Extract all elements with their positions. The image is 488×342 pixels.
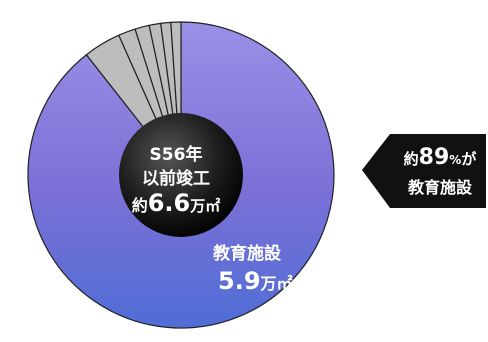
center-hole [119,113,243,237]
center-label-line2: 以前竣工 [142,168,210,189]
center-total-value: 約6.6万㎡ [132,189,221,217]
slice-value-number: 5.9 [218,267,261,295]
callout-line1: 約89%が [404,145,478,170]
slice-value-unit: 万㎡ [260,274,293,293]
callout-badge [362,134,486,208]
center-total-number: 6.6 [148,189,191,217]
callout-percent: 89 [419,145,450,170]
center-total-unit: 万㎡ [189,197,220,215]
slice-value-education: 5.9万㎡ [218,267,293,295]
center-label-line1: S56年 [150,144,203,165]
callout-prefix: 約 [404,150,419,168]
callout-suffix: が [461,150,477,168]
center-total-prefix: 約 [132,196,148,215]
callout-line2: 教育施設 [408,178,473,197]
slice-label-education: 教育施設 [212,243,282,264]
callout-percent-unit: % [449,153,461,167]
